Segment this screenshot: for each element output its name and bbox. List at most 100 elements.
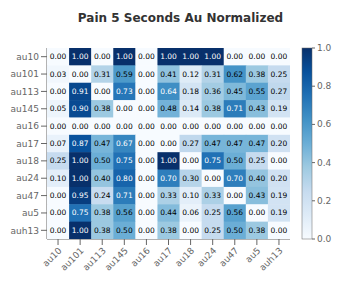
svg-text:0.00: 0.00 bbox=[138, 104, 155, 113]
svg-text:0.33: 0.33 bbox=[160, 191, 177, 200]
svg-text:au5: au5 bbox=[243, 246, 262, 265]
svg-text:0.00: 0.00 bbox=[116, 122, 133, 131]
svg-text:0.00: 0.00 bbox=[138, 226, 155, 235]
svg-text:1.0: 1.0 bbox=[317, 43, 332, 53]
svg-text:0.95: 0.95 bbox=[72, 191, 89, 200]
svg-text:0.03: 0.03 bbox=[50, 70, 67, 79]
svg-text:0.40: 0.40 bbox=[249, 174, 266, 183]
svg-text:0.87: 0.87 bbox=[72, 139, 89, 148]
svg-text:0.00: 0.00 bbox=[50, 208, 67, 217]
svg-text:0.47: 0.47 bbox=[226, 139, 243, 148]
svg-text:0.44: 0.44 bbox=[160, 208, 177, 217]
svg-text:au113: au113 bbox=[81, 246, 108, 273]
svg-text:0.90: 0.90 bbox=[72, 104, 89, 113]
svg-text:au17: au17 bbox=[16, 139, 39, 149]
svg-text:0.40: 0.40 bbox=[94, 174, 111, 183]
svg-text:0.19: 0.19 bbox=[271, 208, 288, 217]
svg-text:au16: au16 bbox=[129, 245, 152, 268]
svg-text:0.00: 0.00 bbox=[226, 122, 243, 131]
svg-text:0.38: 0.38 bbox=[204, 104, 221, 113]
svg-text:au10: au10 bbox=[16, 52, 39, 62]
svg-text:0.38: 0.38 bbox=[94, 226, 111, 235]
svg-text:1.00: 1.00 bbox=[160, 52, 177, 61]
svg-text:0.00: 0.00 bbox=[138, 174, 155, 183]
svg-text:0.27: 0.27 bbox=[182, 139, 199, 148]
svg-text:0.00: 0.00 bbox=[94, 52, 111, 61]
svg-text:0.62: 0.62 bbox=[226, 70, 243, 79]
svg-text:auh13: auh13 bbox=[11, 226, 39, 236]
svg-text:au145: au145 bbox=[103, 246, 130, 273]
svg-text:0.00: 0.00 bbox=[271, 156, 288, 165]
svg-text:au101: au101 bbox=[59, 246, 86, 273]
svg-text:0.00: 0.00 bbox=[138, 156, 155, 165]
svg-text:0.20: 0.20 bbox=[271, 139, 288, 148]
svg-text:0.80: 0.80 bbox=[116, 174, 133, 183]
svg-text:0.47: 0.47 bbox=[94, 139, 111, 148]
svg-text:0.6: 0.6 bbox=[317, 119, 332, 129]
svg-text:0.00: 0.00 bbox=[50, 122, 67, 131]
svg-text:0.55: 0.55 bbox=[249, 87, 266, 96]
svg-text:0.27: 0.27 bbox=[271, 87, 288, 96]
svg-text:0.43: 0.43 bbox=[249, 191, 266, 200]
svg-text:au47: au47 bbox=[217, 246, 240, 269]
svg-text:0.50: 0.50 bbox=[116, 226, 133, 235]
svg-text:0.75: 0.75 bbox=[72, 208, 89, 217]
svg-text:au18: au18 bbox=[16, 156, 39, 166]
svg-text:0.00: 0.00 bbox=[226, 52, 243, 61]
svg-text:au145: au145 bbox=[11, 104, 39, 114]
svg-text:0.00: 0.00 bbox=[138, 191, 155, 200]
svg-text:0.00: 0.00 bbox=[138, 139, 155, 148]
svg-text:0.00: 0.00 bbox=[138, 122, 155, 131]
svg-text:0.00: 0.00 bbox=[182, 122, 199, 131]
svg-text:au16: au16 bbox=[16, 121, 39, 131]
svg-text:0.45: 0.45 bbox=[226, 87, 243, 96]
svg-text:1.00: 1.00 bbox=[182, 52, 199, 61]
svg-text:0.19: 0.19 bbox=[271, 191, 288, 200]
svg-text:au5: au5 bbox=[22, 208, 39, 218]
svg-text:0.4: 0.4 bbox=[317, 158, 332, 168]
svg-text:0.00: 0.00 bbox=[204, 122, 221, 131]
svg-text:0.00: 0.00 bbox=[72, 70, 89, 79]
svg-text:0.41: 0.41 bbox=[160, 70, 177, 79]
svg-text:0.8: 0.8 bbox=[317, 81, 332, 91]
svg-text:0.00: 0.00 bbox=[138, 52, 155, 61]
svg-text:0.38: 0.38 bbox=[160, 226, 177, 235]
svg-text:0.25: 0.25 bbox=[204, 208, 221, 217]
svg-text:0.30: 0.30 bbox=[182, 174, 199, 183]
svg-text:0.24: 0.24 bbox=[94, 191, 111, 200]
svg-text:au18: au18 bbox=[173, 245, 196, 268]
svg-text:0.00: 0.00 bbox=[72, 122, 89, 131]
svg-text:0.00: 0.00 bbox=[50, 226, 67, 235]
svg-text:au113: au113 bbox=[11, 87, 39, 97]
svg-text:0.67: 0.67 bbox=[116, 139, 133, 148]
svg-text:0.36: 0.36 bbox=[204, 87, 221, 96]
svg-text:0.48: 0.48 bbox=[160, 104, 177, 113]
svg-text:au101: au101 bbox=[11, 69, 39, 79]
svg-text:0.00: 0.00 bbox=[249, 208, 266, 217]
svg-text:0.33: 0.33 bbox=[204, 191, 221, 200]
svg-text:0.25: 0.25 bbox=[50, 156, 67, 165]
svg-text:1.00: 1.00 bbox=[72, 156, 89, 165]
svg-text:0.18: 0.18 bbox=[182, 87, 199, 96]
svg-text:1.00: 1.00 bbox=[72, 174, 89, 183]
svg-text:0.00: 0.00 bbox=[116, 104, 133, 113]
svg-text:0.38: 0.38 bbox=[249, 226, 266, 235]
svg-text:0.31: 0.31 bbox=[204, 70, 221, 79]
svg-text:0.00: 0.00 bbox=[138, 208, 155, 217]
svg-text:0.64: 0.64 bbox=[160, 87, 177, 96]
svg-text:0.00: 0.00 bbox=[160, 122, 177, 131]
svg-text:0.50: 0.50 bbox=[226, 226, 243, 235]
svg-text:0.70: 0.70 bbox=[160, 174, 177, 183]
svg-text:0.47: 0.47 bbox=[249, 139, 266, 148]
svg-text:0.73: 0.73 bbox=[116, 87, 133, 96]
svg-text:auh13: auh13 bbox=[257, 246, 284, 273]
svg-text:0.70: 0.70 bbox=[226, 174, 243, 183]
svg-text:0.06: 0.06 bbox=[182, 208, 199, 217]
svg-text:0.71: 0.71 bbox=[116, 191, 133, 200]
svg-text:0.75: 0.75 bbox=[116, 156, 133, 165]
svg-text:0.10: 0.10 bbox=[50, 174, 67, 183]
svg-text:0.0: 0.0 bbox=[317, 234, 332, 244]
svg-text:0.00: 0.00 bbox=[182, 156, 199, 165]
svg-text:0.19: 0.19 bbox=[271, 104, 288, 113]
svg-text:0.00: 0.00 bbox=[50, 191, 67, 200]
